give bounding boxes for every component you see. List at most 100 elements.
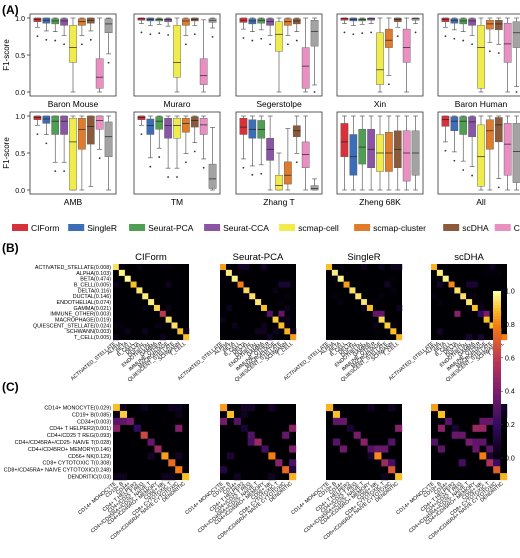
heatmap-cell	[331, 293, 338, 300]
box-singler	[146, 118, 155, 135]
heatmap-cell	[396, 304, 403, 311]
row-label: CD56+ NK(0.129)	[68, 454, 111, 460]
legend-swatch-ciform	[12, 224, 28, 231]
colorbar: 0.0 0.2 0.4 0.6 0.8 1.0	[493, 289, 515, 463]
box-cell blast	[402, 130, 411, 182]
colorbar-segment	[493, 321, 501, 325]
outlier-point	[107, 61, 110, 64]
colorbar-segment	[493, 327, 501, 331]
row-label: CD4+/CD45RA+/CD25- NAIVE T(0.028)	[15, 440, 112, 446]
row-label: CD14+ MONOCYTE(0.029)	[44, 405, 111, 411]
outlier-point	[260, 37, 263, 40]
box-scmap-cluster	[486, 20, 494, 30]
colorbar-segment	[493, 419, 501, 423]
outlier-point	[45, 38, 48, 41]
heatmap-cell	[442, 275, 449, 282]
heatmap-cell	[486, 459, 494, 467]
colorbar-segment	[493, 391, 501, 395]
outlier-point	[286, 43, 289, 46]
heatmap-cell	[466, 334, 473, 341]
heatmap-cell	[436, 299, 443, 306]
outlier-point	[149, 33, 152, 36]
heatmap-cell	[254, 438, 262, 446]
heatmap-cell	[113, 417, 121, 425]
heatmap-cell	[175, 452, 183, 460]
heatmap-cell	[284, 293, 291, 300]
heatmap-cell	[360, 438, 368, 446]
colorbar-segment	[493, 407, 501, 411]
box-ciform	[137, 17, 146, 21]
outlier-point	[45, 142, 48, 145]
colorbar-segment	[493, 413, 501, 417]
heatmap-cell	[388, 459, 396, 467]
box-seurat-cca	[164, 18, 172, 22]
heatmap-cell	[500, 473, 508, 481]
legend-swatch-cell blast	[494, 224, 511, 231]
outlier-point	[193, 33, 196, 36]
box-singler	[450, 116, 459, 131]
heatmap-cell	[226, 410, 235, 419]
heatmap-cell	[284, 328, 291, 335]
heatmap-cell	[175, 410, 183, 419]
heatmap-cell	[278, 310, 285, 317]
heatmap-cell	[154, 445, 162, 453]
row-label: ENDOTHELIAL(0.074)	[56, 300, 111, 306]
legend-label: scDHA	[462, 223, 489, 233]
box-scmap-cluster	[182, 118, 190, 133]
row-label: ACTIVATED_STELLATE(0.008)	[35, 265, 111, 271]
legend-swatch-scdha	[443, 224, 460, 231]
outlier-point	[352, 33, 355, 36]
heatmap-cell	[289, 424, 297, 432]
box-ciform	[33, 17, 42, 22]
heatmap-cell	[175, 404, 183, 412]
heatmap-cell	[240, 410, 248, 419]
heatmap-cell	[451, 424, 459, 432]
heatmap-cell	[140, 431, 148, 439]
heatmap-cell	[479, 417, 487, 425]
outlier-point	[251, 39, 254, 42]
heatmap-cell	[113, 410, 121, 419]
legend-label: SingleR	[87, 223, 117, 233]
heatmap-cell	[233, 473, 241, 481]
heatmap-cell	[168, 404, 176, 412]
heatmap-cell	[237, 281, 244, 288]
heatmap-cell	[260, 322, 267, 329]
heatmap-cell	[237, 269, 244, 276]
heatmap-cell	[133, 424, 141, 432]
heatmap-cell	[268, 452, 276, 460]
heatmap-cell	[284, 281, 291, 288]
heatmap-cell	[483, 316, 490, 323]
heatmap-cell	[479, 438, 487, 446]
box-scmap-cluster	[284, 18, 292, 26]
legend-label: CIForm	[31, 223, 59, 233]
heatmap-cell	[486, 445, 494, 453]
heatmap-cell	[436, 281, 443, 288]
heatmap-cell	[165, 304, 172, 311]
colorbar-tick-label: 0.0	[505, 456, 515, 463]
heatmap-cell	[437, 410, 446, 419]
box-scmap-cell	[275, 174, 283, 191]
y-tick-label: 1.0	[15, 114, 25, 121]
heatmap-cell	[231, 322, 238, 329]
heatmap-cell	[220, 466, 228, 474]
boxplot-panels: 0.0 0.5 1.0 F1-score Baron Mouse Muraro Segers…	[2, 13, 520, 207]
heatmap-cell	[118, 322, 125, 329]
heatmap-cell	[126, 417, 134, 425]
legend-label: Seurat-CCA	[223, 223, 269, 233]
heatmap-cell	[444, 417, 452, 425]
box-cell blast	[503, 22, 512, 63]
outlier-point	[211, 35, 214, 38]
outlier-point	[54, 39, 57, 42]
heatmap-cell	[366, 299, 373, 306]
outlier-point	[80, 43, 83, 46]
box-seurat-cca	[266, 18, 274, 26]
heatmap-cell	[159, 264, 166, 271]
heatmap-cell	[349, 287, 356, 294]
panel-a-label: (A)	[2, 3, 19, 17]
colorbar-segment	[493, 349, 501, 353]
heatmap-cell	[289, 466, 297, 474]
outlier-point	[193, 150, 196, 153]
row-label: SCHWANN(0.003)	[66, 329, 111, 335]
row-label: T_CELL(0.005)	[74, 335, 111, 341]
heatmap-cell	[477, 310, 484, 317]
